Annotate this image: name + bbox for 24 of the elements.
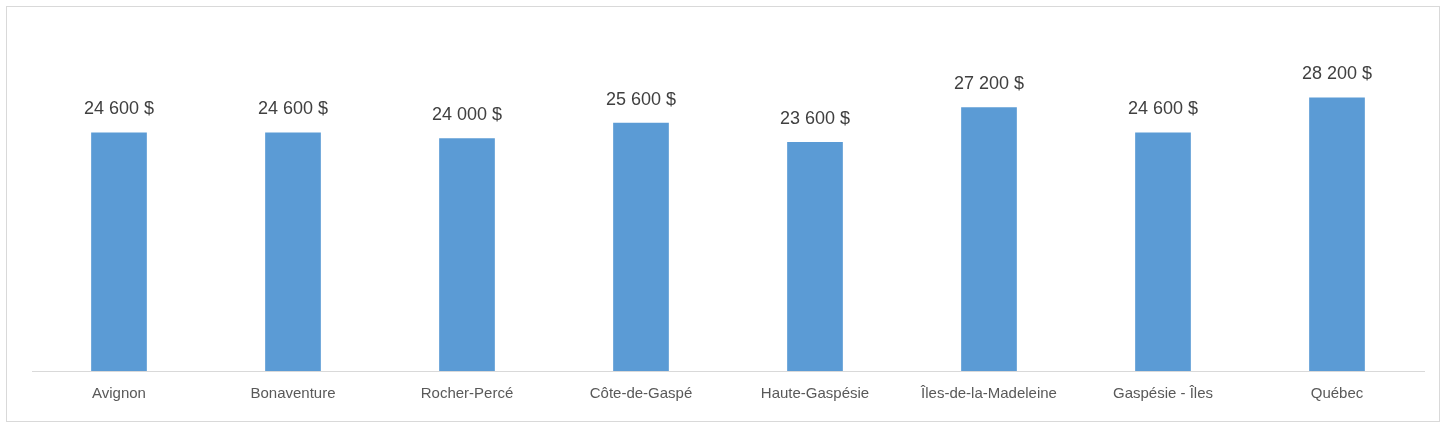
bar xyxy=(961,107,1017,371)
data-label: 27 200 $ xyxy=(953,73,1025,94)
x-tick-label: Haute-Gaspésie xyxy=(760,384,870,402)
bar xyxy=(1135,132,1191,371)
data-label: 24 600 $ xyxy=(257,98,329,119)
bar xyxy=(439,138,495,371)
bar xyxy=(1309,97,1365,371)
bar xyxy=(613,122,669,371)
data-label: 23 600 $ xyxy=(779,108,851,129)
data-label: 25 600 $ xyxy=(605,88,677,109)
x-tick-label: Rocher-Percé xyxy=(420,384,514,402)
bar xyxy=(787,142,843,371)
x-tick-label: Gaspésie - Îles xyxy=(1112,384,1214,402)
bar xyxy=(91,132,147,371)
data-label: 24 600 $ xyxy=(1127,98,1199,119)
x-tick-label: Côte-de-Gaspé xyxy=(589,384,693,402)
x-tick-label: Avignon xyxy=(92,384,146,402)
x-tick-label: Îles-de-la-Madeleine xyxy=(920,384,1057,402)
bar xyxy=(265,132,321,371)
data-label: 24 600 $ xyxy=(83,98,155,119)
data-label: 28 200 $ xyxy=(1301,63,1373,84)
x-tick-label: Bonaventure xyxy=(250,384,336,402)
data-label: 24 000 $ xyxy=(431,104,503,125)
x-tick-label: Québec xyxy=(1310,384,1364,402)
